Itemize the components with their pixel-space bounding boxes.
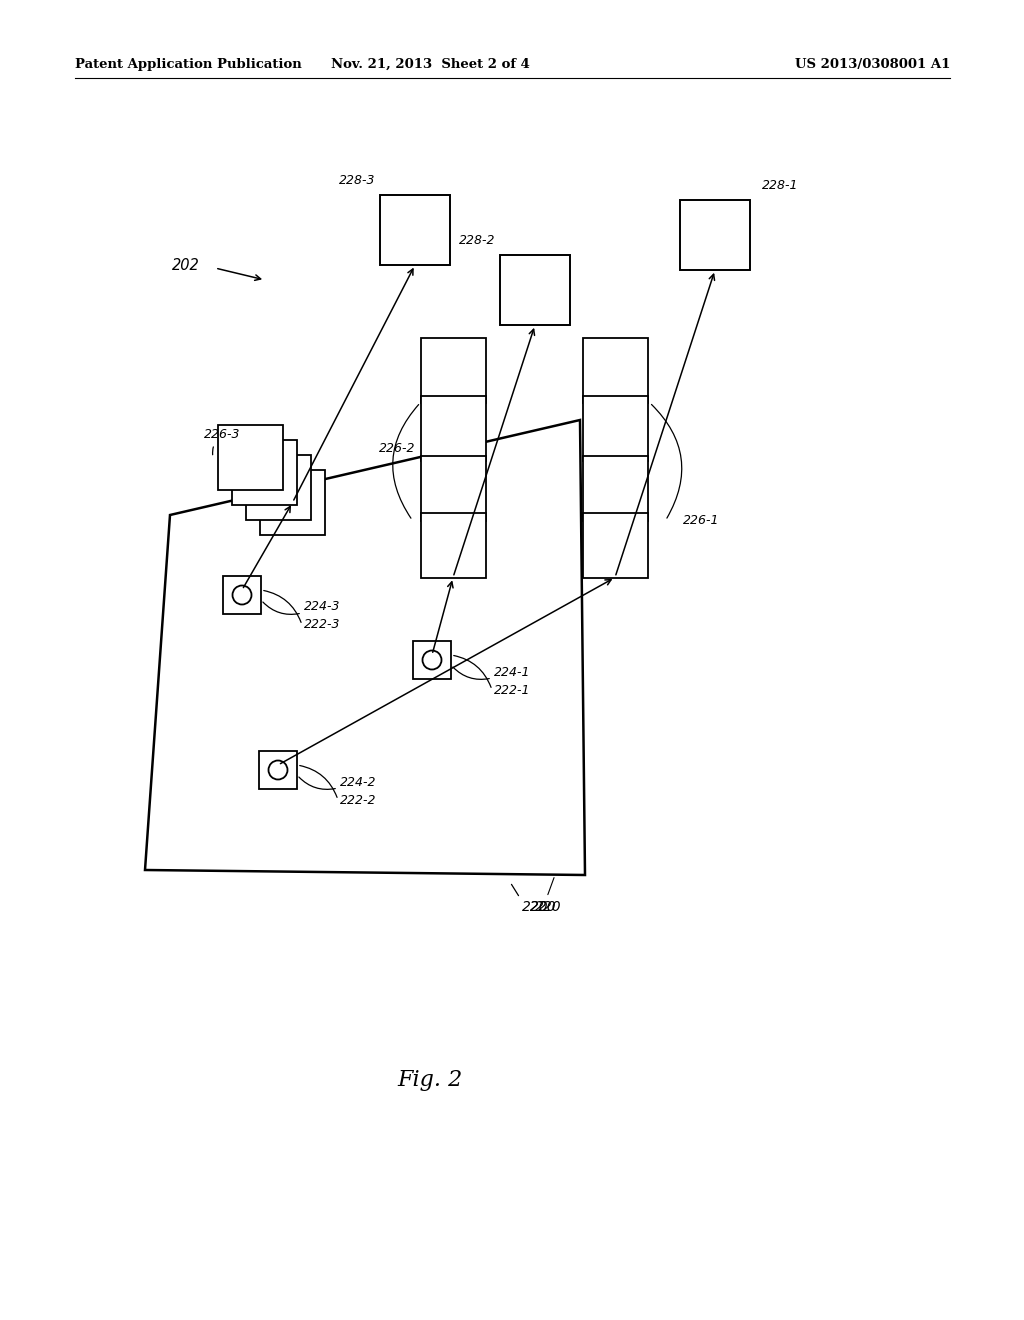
Bar <box>246 455 311 520</box>
Circle shape <box>268 760 288 780</box>
Text: 224-1: 224-1 <box>494 665 530 678</box>
Bar <box>413 642 451 678</box>
Text: 224-2: 224-2 <box>340 776 377 788</box>
Text: Nov. 21, 2013  Sheet 2 of 4: Nov. 21, 2013 Sheet 2 of 4 <box>331 58 529 71</box>
Text: 222-2: 222-2 <box>340 793 377 807</box>
Polygon shape <box>145 420 585 875</box>
Text: 220: 220 <box>535 900 561 913</box>
Bar <box>421 455 485 520</box>
Bar <box>583 512 647 578</box>
Bar <box>380 195 450 265</box>
Text: 220: 220 <box>530 878 557 913</box>
Bar <box>583 455 647 520</box>
Bar <box>583 396 647 461</box>
Bar <box>680 201 750 271</box>
Text: 224-3: 224-3 <box>304 601 341 614</box>
Text: US 2013/0308001 A1: US 2013/0308001 A1 <box>795 58 950 71</box>
Bar <box>260 470 325 535</box>
Bar <box>421 512 485 578</box>
Text: 220: 220 <box>522 900 549 913</box>
Bar <box>259 751 297 789</box>
Bar <box>421 396 485 461</box>
Text: 226-3: 226-3 <box>204 429 240 455</box>
Text: 228-3: 228-3 <box>339 174 375 187</box>
Text: 202: 202 <box>172 257 200 272</box>
Text: 226-2: 226-2 <box>379 441 416 454</box>
Bar <box>583 338 647 403</box>
Bar <box>232 440 297 506</box>
Text: 228-1: 228-1 <box>762 180 799 191</box>
Text: 226-1: 226-1 <box>683 513 719 527</box>
Circle shape <box>423 651 441 669</box>
Text: 222-3: 222-3 <box>304 619 341 631</box>
Text: Fig. 2: Fig. 2 <box>397 1069 463 1092</box>
Bar <box>500 255 570 325</box>
Bar <box>421 338 485 403</box>
Bar <box>223 576 261 614</box>
Text: Patent Application Publication: Patent Application Publication <box>75 58 302 71</box>
Circle shape <box>232 586 252 605</box>
Text: 222-1: 222-1 <box>494 684 530 697</box>
Bar <box>218 425 283 490</box>
Text: 228-2: 228-2 <box>459 234 495 247</box>
